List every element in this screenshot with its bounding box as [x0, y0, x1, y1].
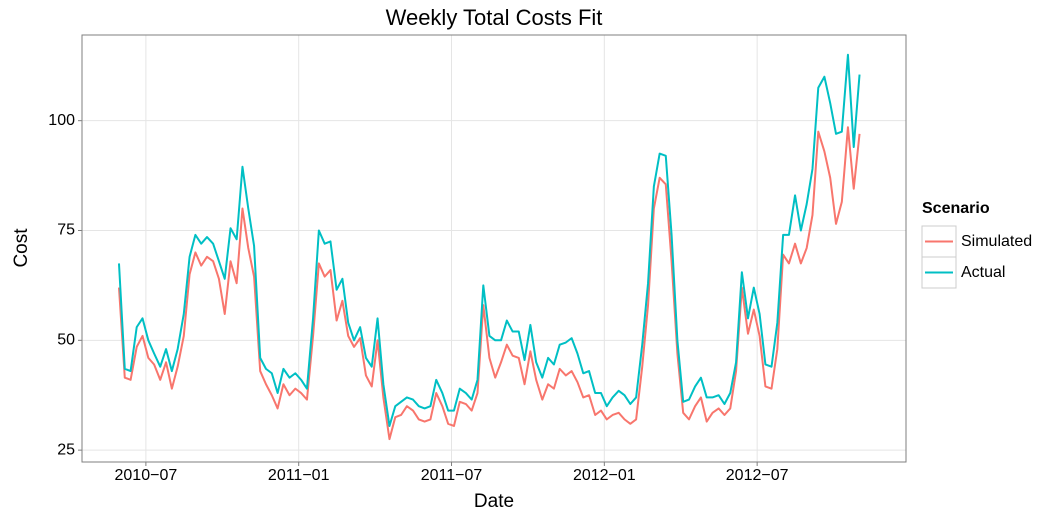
series-line [117, 53, 861, 427]
x-tick-label: 2012−01 [573, 467, 636, 484]
x-axis-label: Date [474, 491, 514, 512]
x-tick-label: 2010−07 [115, 467, 178, 484]
legend-title: Scenario [922, 200, 990, 217]
axes: 25 50 75 100 2010−07 2011−01 2011−07 2012−01 201… [48, 112, 788, 484]
x-tick-label: 2012−07 [726, 467, 789, 484]
legend-label: Simulated [961, 233, 1032, 250]
y-axis-label: Cost [11, 228, 32, 268]
y-tick-label: 50 [57, 332, 75, 349]
x-tick-label: 2011−01 [268, 467, 330, 484]
legend-label: Actual [961, 264, 1005, 281]
y-tick-label: 75 [57, 222, 75, 239]
chart-title: Weekly Total Costs Fit [386, 5, 603, 30]
series-line [117, 126, 861, 441]
panel-border [81, 34, 907, 463]
lines [117, 53, 861, 441]
y-tick-label: 25 [57, 441, 75, 458]
legend: Simulated Actual [921, 225, 1032, 289]
plot-panel [82, 35, 906, 462]
x-tick-label: 2011−07 [421, 467, 483, 484]
y-tick-label: 100 [48, 112, 75, 129]
